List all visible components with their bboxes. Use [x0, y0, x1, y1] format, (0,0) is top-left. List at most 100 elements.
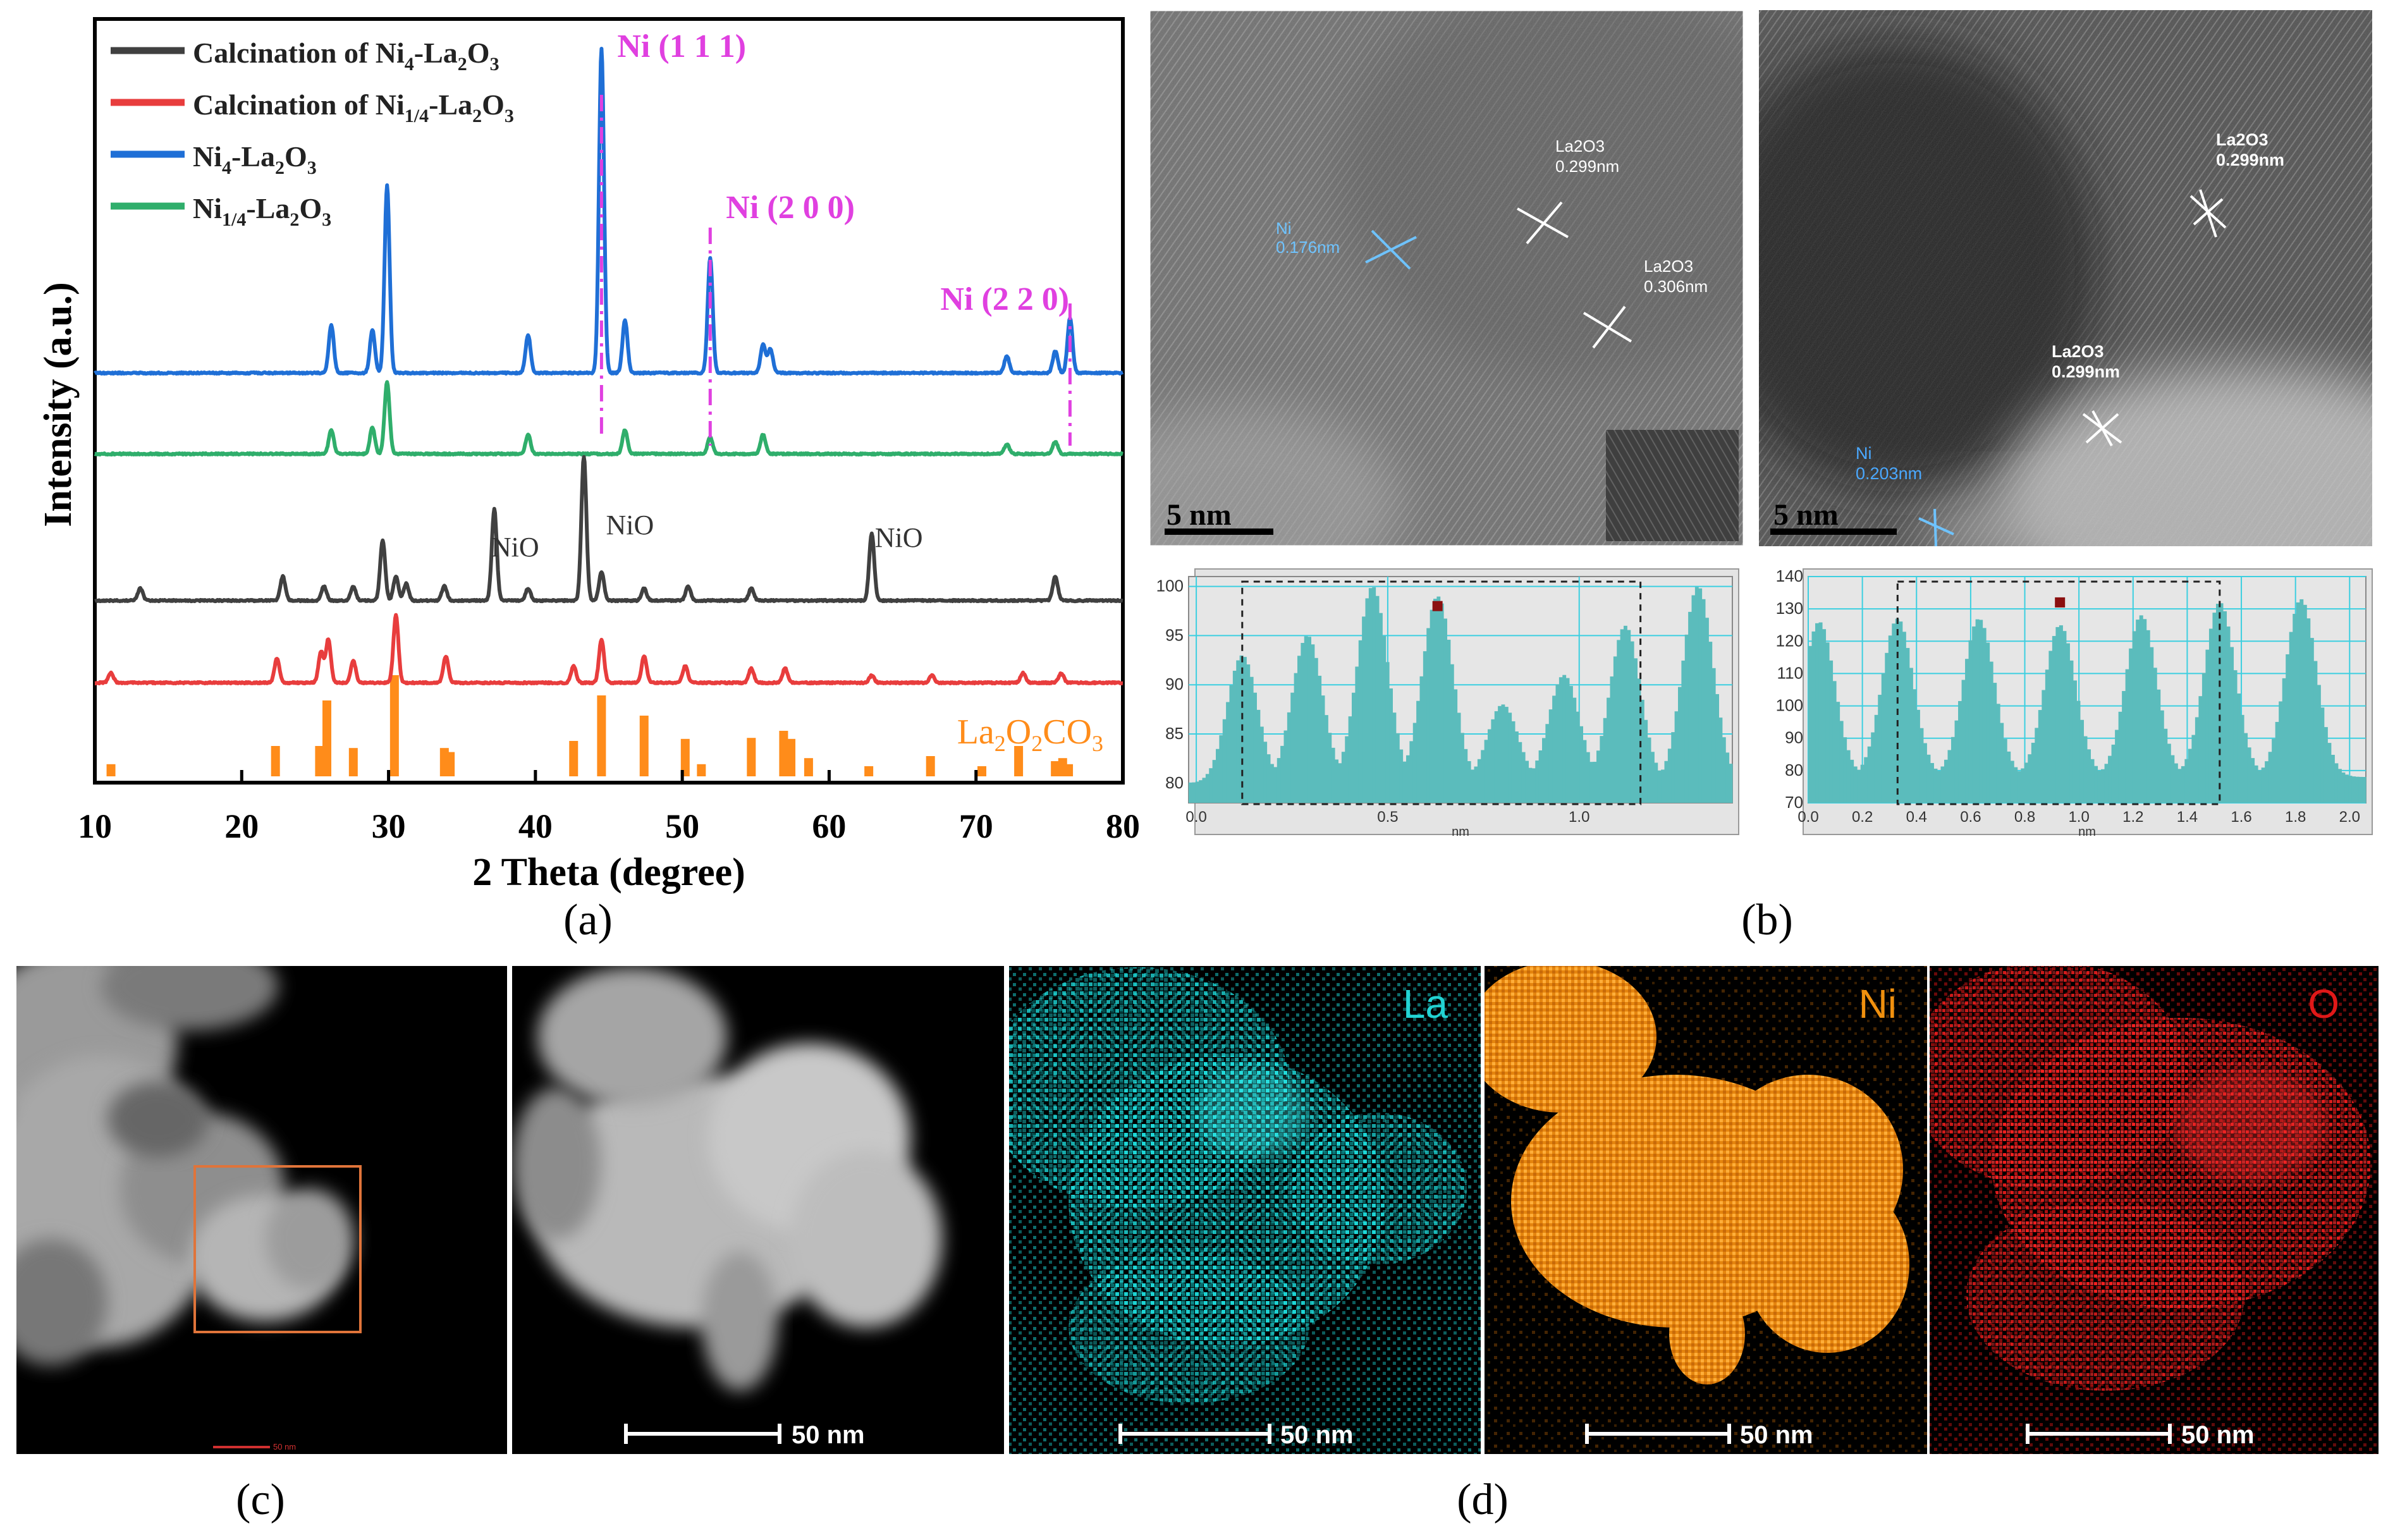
eds-la-scale-label: 50 nm: [1280, 1421, 1354, 1449]
line-profile-right: 70 80 90 100 110 120 130 140 0.0 0.2 0.4 0.6 0.8 1.0 1…: [1776, 566, 2373, 839]
profile-bar: [1694, 587, 1699, 803]
reference-bar: [977, 766, 987, 776]
profile-bar: [2139, 615, 2143, 803]
profile-bar: [2035, 728, 2039, 803]
profile-bar: [2240, 714, 2244, 803]
profile-bar: [1253, 692, 1257, 803]
profile-bar: [1399, 749, 1404, 803]
profile-bar: [2355, 776, 2360, 803]
profile-bar: [2272, 738, 2276, 803]
profile-bar: [1297, 656, 1301, 803]
profile-bar: [1423, 651, 1427, 803]
profile-bar: [1651, 752, 1655, 803]
profile-bar: [1256, 709, 1261, 803]
profile-bar: [1818, 622, 1823, 803]
eds-map-la: La 50 nm: [1009, 966, 1481, 1454]
profile-bar: [2362, 777, 2367, 803]
profile-bar: [1395, 733, 1400, 803]
profile-bar: [1481, 750, 1485, 803]
reference-bar: [1051, 761, 1060, 776]
haadf-zoom-image: 50 nm: [512, 966, 1004, 1454]
reference-bar: [926, 756, 935, 776]
tem-right-la1-name: La2O3: [2216, 130, 2269, 149]
profile-bar: [1301, 642, 1305, 803]
profile-bar: [1579, 726, 1583, 803]
profile-bar: [2094, 766, 2098, 803]
profile-bar: [2083, 736, 2088, 803]
profile-bar: [1860, 764, 1864, 803]
profile-bar: [1294, 673, 1298, 803]
profile-bar: [2337, 769, 2342, 803]
profile-bar: [2052, 636, 2056, 803]
profile-bar: [1409, 741, 1414, 803]
profile-bar: [2118, 711, 2122, 803]
profile-bar: [1348, 716, 1352, 803]
profile-bar: [1839, 721, 1844, 803]
profile-bar: [2115, 730, 2119, 803]
profile-bar: [1216, 749, 1220, 803]
profile-bar: [1555, 684, 1560, 803]
reference-bar: [864, 766, 874, 776]
reference-bar: [389, 675, 399, 776]
profile-bar: [1542, 738, 1546, 803]
profile-bar: [2344, 774, 2349, 803]
profile-x-tick: 0.5: [1377, 809, 1398, 826]
profile-bar: [1538, 750, 1543, 803]
profile-bar: [1464, 749, 1468, 803]
profile-bar: [1521, 752, 1526, 803]
profile-bar: [1548, 709, 1553, 803]
profile-bar: [1961, 680, 1966, 803]
hkl-label: Ni (1 1 1): [617, 28, 746, 64]
nio-label: NiO: [606, 510, 654, 541]
legend-label-ni14: Ni1/4-La2O3: [193, 192, 331, 230]
profile-bar: [2208, 628, 2213, 803]
profile-bar: [1243, 657, 1247, 803]
profile-bar: [1552, 695, 1556, 803]
profile-bar: [1232, 670, 1237, 803]
profile-bar: [1705, 618, 1709, 803]
tem-image-right: La2O3 0.299nm La2O3 0.299nm Ni 0.203nm 5…: [1759, 10, 2372, 547]
tem-left-scale-label: 5 nm: [1166, 498, 1232, 532]
eds-o-scale-bar: [2026, 1424, 2172, 1444]
profile-bar: [2125, 669, 2129, 803]
profile-bar: [1644, 719, 1648, 803]
profile-bar: [1657, 770, 1662, 803]
profile-bar: [1209, 768, 1213, 803]
profile-bar: [2167, 743, 2171, 803]
panel-label-c: (c): [236, 1476, 285, 1524]
profile-bar: [2215, 604, 2220, 803]
profile-bar: [1488, 729, 1491, 803]
profile-bar: [1640, 699, 1644, 803]
profile-bar: [2351, 776, 2356, 803]
profile-bar: [2010, 761, 2014, 803]
profile-bar: [2073, 680, 2077, 803]
profile-bar: [1600, 736, 1604, 803]
profile-x-tick: 0.0: [1185, 809, 1206, 826]
profile-bar: [1236, 660, 1240, 803]
profile-bar: [2296, 602, 2300, 803]
profile-bar: [1484, 740, 1488, 803]
profile-bar: [1846, 750, 1851, 803]
profile-bar: [1562, 675, 1567, 803]
profile-bar: [1937, 771, 1941, 803]
profile-bar: [2171, 755, 2175, 803]
profile-x-tick: 2.0: [2339, 809, 2360, 826]
x-tick-label: 70: [959, 807, 993, 845]
tem-right-scale-label: 5 nm: [1773, 498, 1839, 532]
profile-bar: [1565, 678, 1570, 803]
profile-bar: [1811, 631, 1816, 803]
eds-ni-label: Ni: [1859, 981, 1897, 1027]
reference-bar: [315, 746, 324, 776]
profile-selection: [1896, 580, 2221, 805]
profile-bar: [2160, 710, 2164, 803]
profile-bar: [1822, 629, 1827, 803]
profile-bar: [2327, 743, 2332, 803]
profile-bar: [2341, 772, 2346, 803]
profile-bar: [1607, 697, 1610, 803]
profile-bar: [2108, 755, 2112, 803]
profile-bar: [1392, 712, 1397, 803]
profile-bar: [1406, 755, 1410, 803]
profile-bar: [1808, 645, 1813, 803]
tem-right-ni-name: Ni: [1856, 444, 1872, 463]
profile-bar: [1624, 625, 1627, 803]
